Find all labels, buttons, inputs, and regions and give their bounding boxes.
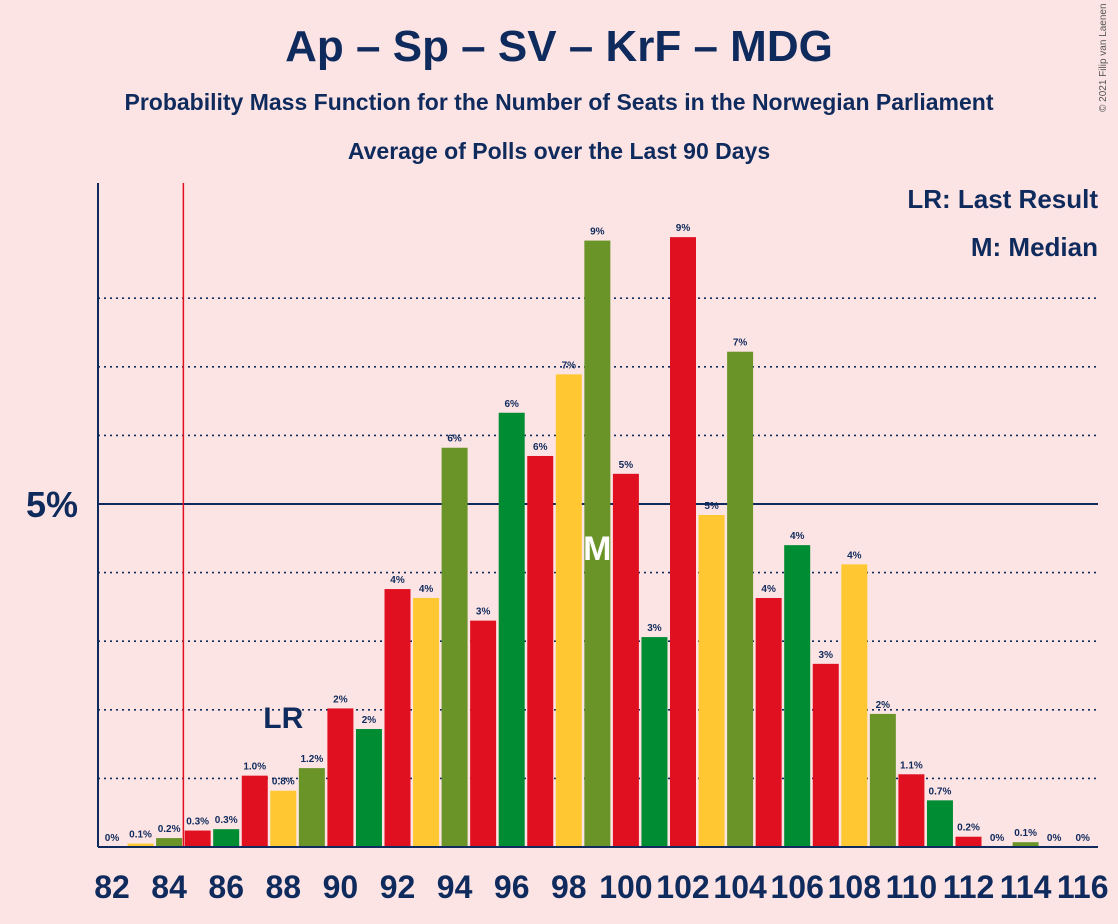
bar (156, 838, 183, 847)
bar (527, 455, 554, 847)
last-result-marker: LR (263, 702, 303, 735)
bar (755, 597, 782, 847)
bar (612, 473, 639, 847)
x-tick-label: 82 (94, 869, 130, 905)
bar (441, 447, 468, 847)
bar (298, 768, 325, 847)
x-tick-label: 116 (1057, 869, 1109, 905)
data-label: 7% (562, 360, 577, 371)
x-tick-label: 110 (886, 869, 938, 905)
bar (213, 829, 240, 847)
x-tick-label: 104 (713, 869, 767, 905)
bar (127, 843, 154, 847)
x-tick-label: 92 (380, 869, 416, 905)
bar (470, 620, 497, 847)
bar (898, 774, 925, 847)
data-label: 0% (1047, 833, 1062, 844)
data-label: 7% (733, 338, 748, 349)
x-tick-label: 102 (656, 869, 709, 905)
data-label: 6% (504, 399, 519, 410)
y-tick-label: 5% (26, 484, 78, 525)
x-tick-label: 96 (494, 869, 530, 905)
data-label: 0.1% (129, 830, 152, 841)
chart-subtitle-period: Average of Polls over the Last 90 Days (347, 138, 771, 164)
x-tick-label: 108 (828, 869, 881, 905)
x-tick-label: 100 (599, 869, 652, 905)
bar (698, 514, 725, 847)
data-label: 2% (362, 715, 377, 726)
bar (727, 351, 754, 847)
bar (641, 637, 668, 847)
data-label: 5% (704, 501, 719, 512)
data-label: 4% (790, 531, 805, 542)
data-label: 6% (447, 434, 462, 445)
legend-last-result: LR: Last Result (907, 184, 1098, 214)
data-label: 6% (533, 442, 548, 453)
bar (184, 830, 211, 847)
data-label: 3% (819, 650, 834, 661)
x-tick-label: 84 (151, 869, 187, 905)
bar (355, 729, 382, 847)
data-label: 0.2% (158, 824, 181, 835)
data-label: 3% (647, 623, 662, 634)
data-label: 0.8% (272, 777, 295, 788)
data-label: 9% (676, 223, 691, 234)
bar (955, 836, 982, 847)
bar (384, 589, 411, 847)
x-tick-label: 88 (266, 869, 302, 905)
data-label: 0.7% (929, 786, 952, 797)
data-label: 0.2% (957, 823, 980, 834)
bar (812, 663, 839, 847)
data-label: 0% (105, 833, 120, 844)
x-tick-label: 90 (323, 869, 359, 905)
bar (926, 800, 953, 847)
data-label: 0% (990, 833, 1005, 844)
bar (584, 240, 611, 848)
data-label: 0.3% (215, 815, 238, 826)
data-label: 1.2% (300, 754, 323, 765)
data-label: 9% (590, 227, 605, 238)
data-label: 4% (390, 575, 405, 586)
data-label: 0.3% (186, 817, 209, 828)
bar (670, 237, 696, 847)
data-label: 0.1% (1014, 828, 1037, 839)
legend-median: M: Median (970, 232, 1098, 262)
bar (327, 708, 354, 847)
bar (241, 775, 268, 847)
x-tick-label: 98 (551, 869, 587, 905)
x-tick-label: 106 (771, 869, 824, 905)
data-label: 0% (1075, 833, 1090, 844)
data-label: 3% (476, 607, 491, 618)
bar (555, 374, 582, 847)
bar (498, 412, 525, 847)
data-label: 4% (761, 584, 776, 595)
median-marker: M (583, 530, 611, 568)
x-tick-label: 114 (1000, 869, 1052, 905)
bar (841, 564, 868, 847)
bar (869, 713, 896, 847)
x-tick-label: 112 (943, 869, 995, 905)
data-label: 1.1% (900, 760, 923, 771)
bar (1012, 842, 1039, 847)
bar (270, 790, 297, 847)
chart-title: Ap – Sp – SV – KrF – MDG (285, 22, 833, 71)
data-label: 2% (876, 700, 891, 711)
data-label: 4% (419, 584, 434, 595)
data-label: 5% (619, 460, 634, 471)
data-label: 1.0% (243, 762, 266, 773)
chart-subtitle: Probability Mass Function for the Number… (124, 89, 994, 115)
x-tick-label: 94 (437, 869, 473, 905)
x-tick-label: 86 (208, 869, 244, 905)
bar (413, 597, 440, 847)
data-label: 2% (333, 694, 348, 705)
bar (784, 545, 811, 847)
data-label: 4% (847, 550, 862, 561)
